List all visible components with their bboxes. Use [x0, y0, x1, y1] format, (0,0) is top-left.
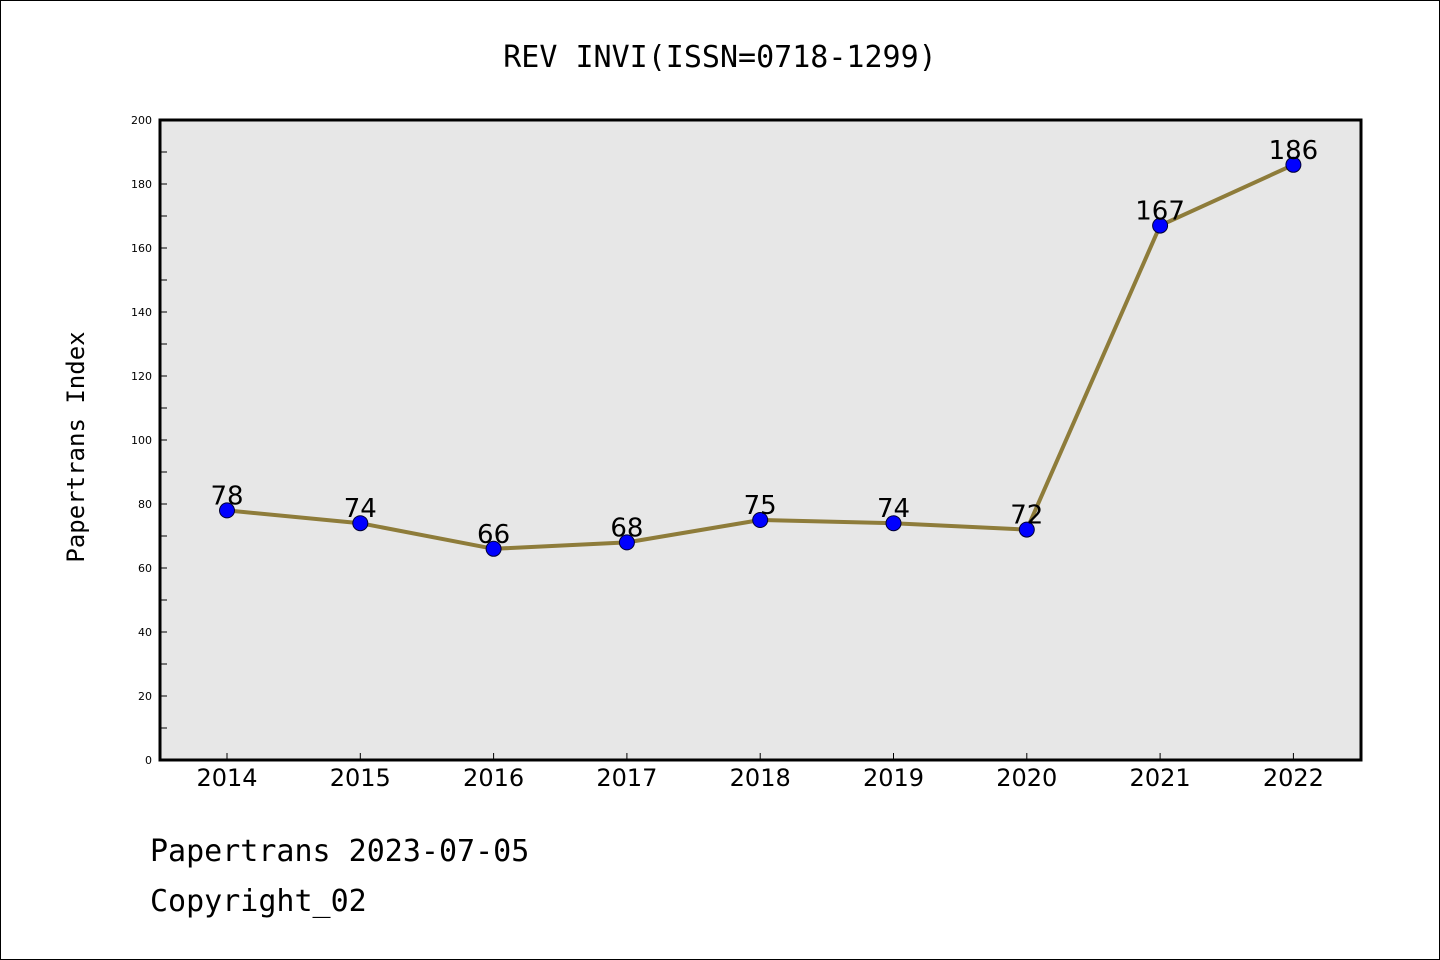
series-points [219, 156, 1302, 557]
series-line-segment [758, 518, 896, 526]
y-tick-label: 80 [138, 498, 152, 511]
chart-title: REV INVI(ISSN=0718-1299) [503, 40, 936, 75]
data-point [1285, 156, 1302, 173]
data-point [752, 512, 769, 528]
footer-date-line: Papertrans 2023-07-05 [150, 834, 530, 869]
data-point [219, 502, 235, 519]
x-tick-label: 2018 [730, 764, 791, 792]
y-axis-label: Papertrans Index [62, 331, 90, 562]
data-point [485, 540, 502, 557]
data-point [885, 515, 902, 532]
series-line-segment [624, 518, 763, 545]
x-tick-label: 2020 [996, 764, 1057, 792]
plot-border [158, 118, 1363, 762]
x-tick-label: 2016 [463, 764, 524, 792]
series-line-segment [891, 521, 1029, 532]
y-axis-ticks: 0 20 40 60 80 100 120 140 160 180 200 [131, 114, 167, 767]
footer-copyright-line: Copyright_02 [150, 884, 367, 919]
x-tick-label: 2019 [863, 764, 924, 792]
series-line-segment [491, 540, 629, 551]
y-tick-label: 120 [131, 370, 152, 383]
x-axis-ticks: 2014 2015 2016 2017 2018 2019 2020 2021 2022 [196, 753, 1324, 792]
data-label: 75 [744, 491, 777, 521]
series-line-segment [1158, 162, 1296, 228]
series-line-segment [358, 521, 496, 551]
data-label: 78 [210, 481, 243, 511]
series-line-segment [225, 508, 363, 526]
series-lines [225, 162, 1296, 551]
y-tick-label: 40 [138, 626, 152, 639]
x-tick-label: 2017 [596, 764, 657, 792]
data-label: 74 [877, 494, 910, 524]
data-label: 186 [1269, 136, 1319, 166]
x-tick-label: 2022 [1263, 764, 1324, 792]
data-label: 167 [1135, 197, 1185, 227]
series-line-segment [1024, 223, 1163, 532]
y-tick-label: 0 [145, 754, 152, 767]
y-tick-label: 100 [131, 434, 152, 447]
data-point [352, 515, 369, 532]
y-tick-label: 60 [138, 562, 152, 575]
x-tick-label: 2014 [196, 764, 257, 792]
data-label: 72 [1010, 501, 1043, 531]
x-tick-label: 2021 [1130, 764, 1191, 792]
y-tick-label: 20 [138, 690, 152, 703]
x-tick-label: 2015 [330, 764, 391, 792]
data-point [1152, 217, 1169, 234]
y-tick-label: 180 [131, 178, 152, 191]
data-labels: 78 74 66 68 75 74 72 167 186 [210, 136, 1318, 550]
data-label: 66 [477, 520, 510, 550]
data-point [618, 534, 635, 551]
data-point [1018, 521, 1035, 538]
y-tick-label: 140 [131, 306, 152, 319]
data-label: 74 [344, 494, 377, 524]
y-tick-label: 200 [131, 114, 152, 127]
data-label: 68 [610, 513, 643, 543]
y-tick-label: 160 [131, 242, 152, 255]
